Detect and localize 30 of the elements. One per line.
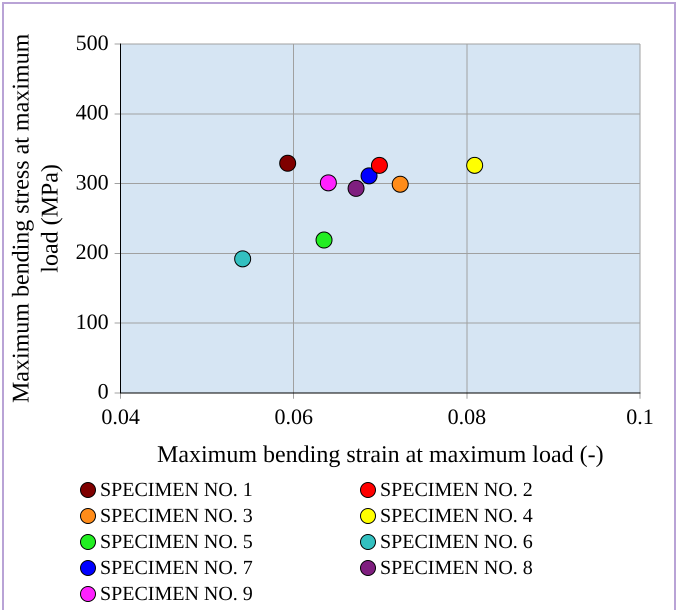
x-tick-label: 0.04 <box>101 404 140 429</box>
point <box>466 156 484 174</box>
x-tick-label: 0.06 <box>274 404 313 429</box>
legend-label: SPECIMEN NO. 6 <box>379 530 534 554</box>
legend-label: SPECIMEN NO. 5 <box>99 530 254 554</box>
legend-label: SPECIMEN NO. 7 <box>99 556 254 580</box>
legend-label: SPECIMEN NO. 9 <box>99 582 254 606</box>
y-axis-title: Maximum bending stress at maximum load (MPa) <box>8 33 64 404</box>
y-tick-label: 0 <box>98 378 109 404</box>
legend-label: SPECIMEN NO. 8 <box>379 556 534 580</box>
point <box>392 176 409 193</box>
y-tick-label: 300 <box>76 169 109 194</box>
legend-label: SPECIMEN NO. 3 <box>99 504 254 528</box>
legend-label: SPECIMEN NO. 4 <box>379 504 534 528</box>
y-tick-label: 200 <box>76 239 109 264</box>
point <box>348 180 365 197</box>
point <box>360 167 378 184</box>
point <box>370 156 388 174</box>
point <box>279 154 296 172</box>
legend-label: SPECIMEN NO. 1 <box>99 478 254 502</box>
legend-label: SPECIMEN NO. 2 <box>379 478 534 502</box>
point <box>234 250 252 268</box>
point <box>316 232 333 249</box>
x-axis-title: Maximum bending strain at maximum load (-) <box>157 442 604 468</box>
point <box>320 174 337 192</box>
x-tick-label: 0.1 <box>626 404 654 429</box>
y-tick-label: 500 <box>76 30 109 55</box>
y-tick-label: 400 <box>76 100 109 125</box>
x-tick-label: 0.08 <box>448 404 486 429</box>
y-tick-label: 100 <box>76 308 109 334</box>
